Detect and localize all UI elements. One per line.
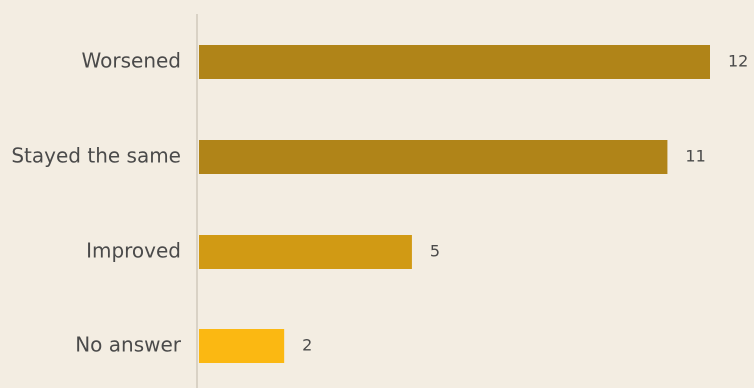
- category-label-stayed-the-same: Stayed the same: [11, 144, 181, 168]
- category-label-worsened: Worsened: [82, 49, 181, 73]
- bar-worsened: [199, 45, 710, 79]
- category-label-no-answer: No answer: [75, 333, 182, 357]
- value-label-stayed-the-same: 11: [685, 147, 705, 166]
- value-label-no-answer: 2: [302, 336, 312, 355]
- value-label-worsened: 12: [728, 52, 748, 71]
- bar-stayed-the-same: [199, 140, 668, 174]
- bar-no-answer: [199, 329, 285, 363]
- value-label-improved: 5: [430, 242, 440, 261]
- bar-improved: [199, 235, 412, 269]
- bars-group: Worsened 12 Stayed the same 11 Improved 5 No a…: [11, 45, 748, 363]
- category-label-improved: Improved: [86, 239, 181, 263]
